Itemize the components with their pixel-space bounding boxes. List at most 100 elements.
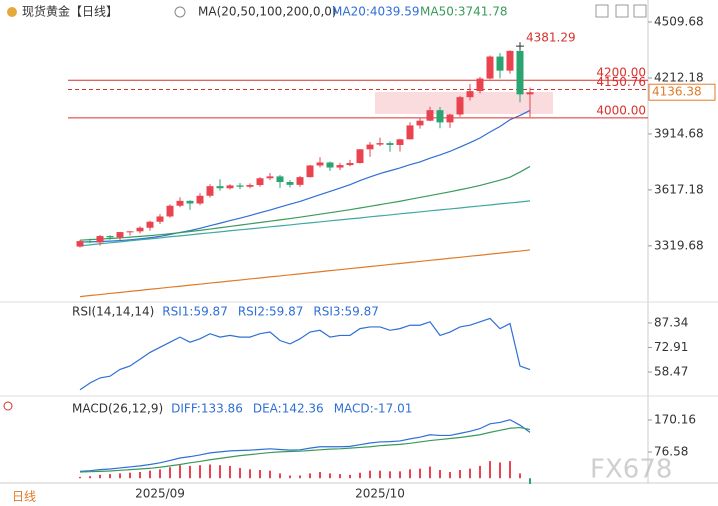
candle-body	[276, 176, 284, 183]
candle-body	[416, 120, 424, 126]
candle-body	[226, 185, 234, 189]
indicator-line	[79, 200, 531, 247]
candle-body	[476, 78, 484, 92]
candle-body	[466, 91, 474, 98]
candle-body	[166, 205, 174, 217]
candle-body	[446, 114, 454, 123]
high-label: 4381.29	[526, 31, 576, 45]
y-tick-label: 4509.68	[654, 14, 704, 28]
candle-body	[286, 182, 294, 185]
legend-item: DEA:142.36	[253, 402, 324, 416]
candle-body	[436, 110, 444, 123]
candle-body	[506, 50, 514, 71]
candle-body	[496, 56, 504, 71]
macd-bar	[409, 469, 411, 479]
candle-body	[236, 185, 244, 187]
candle-body	[126, 231, 134, 233]
symbol-icon	[7, 7, 17, 17]
y-tick-label: 3617.18	[654, 182, 704, 196]
macd-bar	[469, 468, 471, 479]
legend-item: RSI1:59.87	[162, 305, 228, 319]
y-tick-label: 58.47	[654, 365, 688, 379]
panel-title: RSI(14,14,14)	[72, 305, 154, 319]
symbol: 现货黄金	[22, 4, 70, 19]
macd-bar	[229, 465, 231, 479]
settings-icon[interactable]	[174, 6, 186, 18]
macd-bar	[389, 471, 391, 479]
indicator-line	[79, 317, 531, 391]
macd-bar	[259, 469, 261, 479]
tool-icon[interactable]	[615, 4, 629, 18]
candle-body	[376, 143, 384, 145]
macd-bar	[89, 476, 91, 479]
ma50-label: MA50:3741.78	[420, 5, 508, 19]
macd-bar	[369, 470, 371, 479]
y-tick-label: 3319.68	[654, 238, 704, 252]
legend-item: RSI3:59.87	[313, 305, 379, 319]
macd-bar	[309, 473, 311, 479]
candle-body	[516, 50, 524, 95]
candle-body	[76, 241, 84, 247]
macd-bar	[429, 466, 431, 479]
candle-body	[426, 110, 434, 121]
candle-body	[306, 165, 314, 178]
macd-bar	[439, 469, 441, 479]
y-tick-label: 76.58	[654, 445, 688, 459]
macd-bar	[319, 472, 321, 479]
x-tick-label: 2025/09	[135, 487, 185, 501]
macd-bar	[189, 465, 191, 479]
candle-body	[186, 200, 194, 204]
legend-item: DIFF:133.86	[171, 402, 243, 416]
candle-body	[296, 177, 304, 185]
macd-bar	[169, 467, 171, 479]
macd-bar	[419, 468, 421, 479]
tool-icon[interactable]	[595, 4, 609, 18]
panel-title: MACD(26,12,9)	[72, 402, 163, 416]
macd-bar	[359, 472, 361, 479]
level-label: 4150.76	[596, 75, 646, 89]
watermark: FX678	[590, 455, 672, 485]
period-button[interactable]: 日线	[12, 490, 36, 504]
macd-bar	[529, 478, 531, 485]
indicator-line	[79, 109, 531, 243]
macd-bar	[139, 472, 141, 479]
candle-body	[366, 144, 374, 150]
macd-bar	[109, 474, 111, 479]
indicator-line	[79, 426, 531, 473]
candle-body	[256, 178, 264, 186]
macd-bar	[459, 469, 461, 479]
level-label: 4000.00	[596, 103, 646, 117]
ma20-label: MA20:4039.59	[332, 5, 420, 19]
tool-icon[interactable]	[633, 4, 647, 18]
x-tick-label: 2025/10	[355, 487, 405, 501]
candle-body	[316, 162, 324, 166]
candle-body	[96, 236, 104, 243]
macd-bar	[509, 461, 511, 479]
macd-bar	[329, 473, 331, 479]
macd-bar	[269, 470, 271, 479]
macd-bar	[379, 470, 381, 479]
macd-bar	[199, 465, 201, 479]
legend-item: MACD:-17.01	[334, 402, 413, 416]
indicator-line	[79, 249, 531, 298]
indicator-line	[79, 165, 531, 241]
candle-body	[116, 232, 124, 238]
last-price-box	[648, 83, 716, 101]
y-tick-label: 4212.18	[654, 70, 704, 84]
candle-body	[336, 165, 344, 168]
candle-body	[456, 97, 464, 115]
candle-body	[396, 139, 404, 145]
candle-body	[326, 162, 334, 168]
candle-body	[346, 163, 354, 166]
candle-body	[386, 143, 394, 145]
last-price-label: 4136.38	[652, 85, 702, 99]
period[interactable]: 【日线】	[70, 5, 118, 19]
y-tick-label: 87.34	[654, 315, 688, 329]
macd-bar	[159, 469, 161, 479]
macd-bar	[219, 465, 221, 479]
candle-body	[156, 216, 164, 222]
candle-body	[406, 125, 414, 140]
y-tick-label: 170.16	[654, 413, 696, 427]
candle-body	[136, 227, 144, 232]
